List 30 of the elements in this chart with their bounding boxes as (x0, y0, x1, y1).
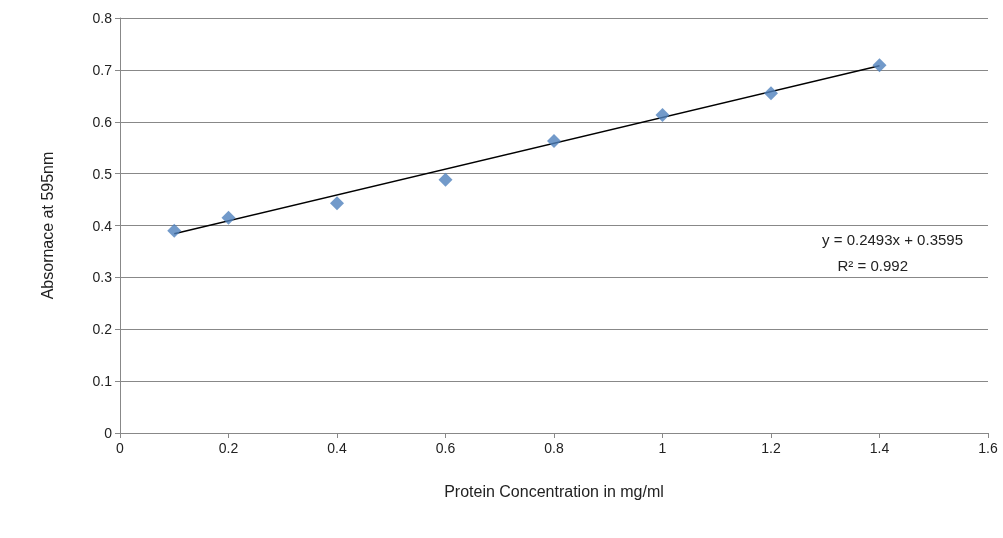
y-tick-label: 0.7 (92, 61, 113, 78)
y-tick-label: 0.6 (92, 113, 113, 130)
point (438, 172, 453, 187)
x-tick-label: 0.6 (435, 440, 456, 456)
point (872, 58, 887, 73)
x-tick-label: 1.2 (761, 440, 781, 456)
point (330, 196, 344, 211)
x-axis-title: Protein Concentration in mg/ml (444, 482, 664, 500)
y-tick-label: 0.5 (92, 165, 113, 182)
y-tick-label: 0.3 (92, 269, 113, 286)
x-tick-label: 0.2 (218, 440, 239, 456)
y-tick-label: 0.4 (92, 217, 113, 234)
x-tick-label: 0.4 (327, 440, 347, 456)
y-tick-label: 0.2 (92, 321, 113, 338)
annotation: R² = 0.992 (837, 257, 909, 274)
x-tick-label: 0.8 (544, 440, 564, 456)
point (655, 108, 670, 123)
y-axis-title: Absornace at 595nm (38, 151, 56, 300)
y-tick-label: 0.8 (92, 10, 113, 26)
y-tick-label: 0 (104, 425, 113, 441)
x-tick-label: 1.6 (978, 440, 998, 456)
y-tick-label: 0.1 (92, 373, 113, 390)
x-tick-label: 0 (116, 440, 125, 456)
point (764, 86, 778, 101)
x-tick-label: 1 (658, 440, 667, 456)
x-tick-label: 1.4 (869, 440, 890, 456)
point (221, 210, 236, 225)
point (547, 133, 561, 148)
annotation: y = 0.2493x + 0.3595 (822, 231, 964, 248)
point (167, 223, 182, 238)
